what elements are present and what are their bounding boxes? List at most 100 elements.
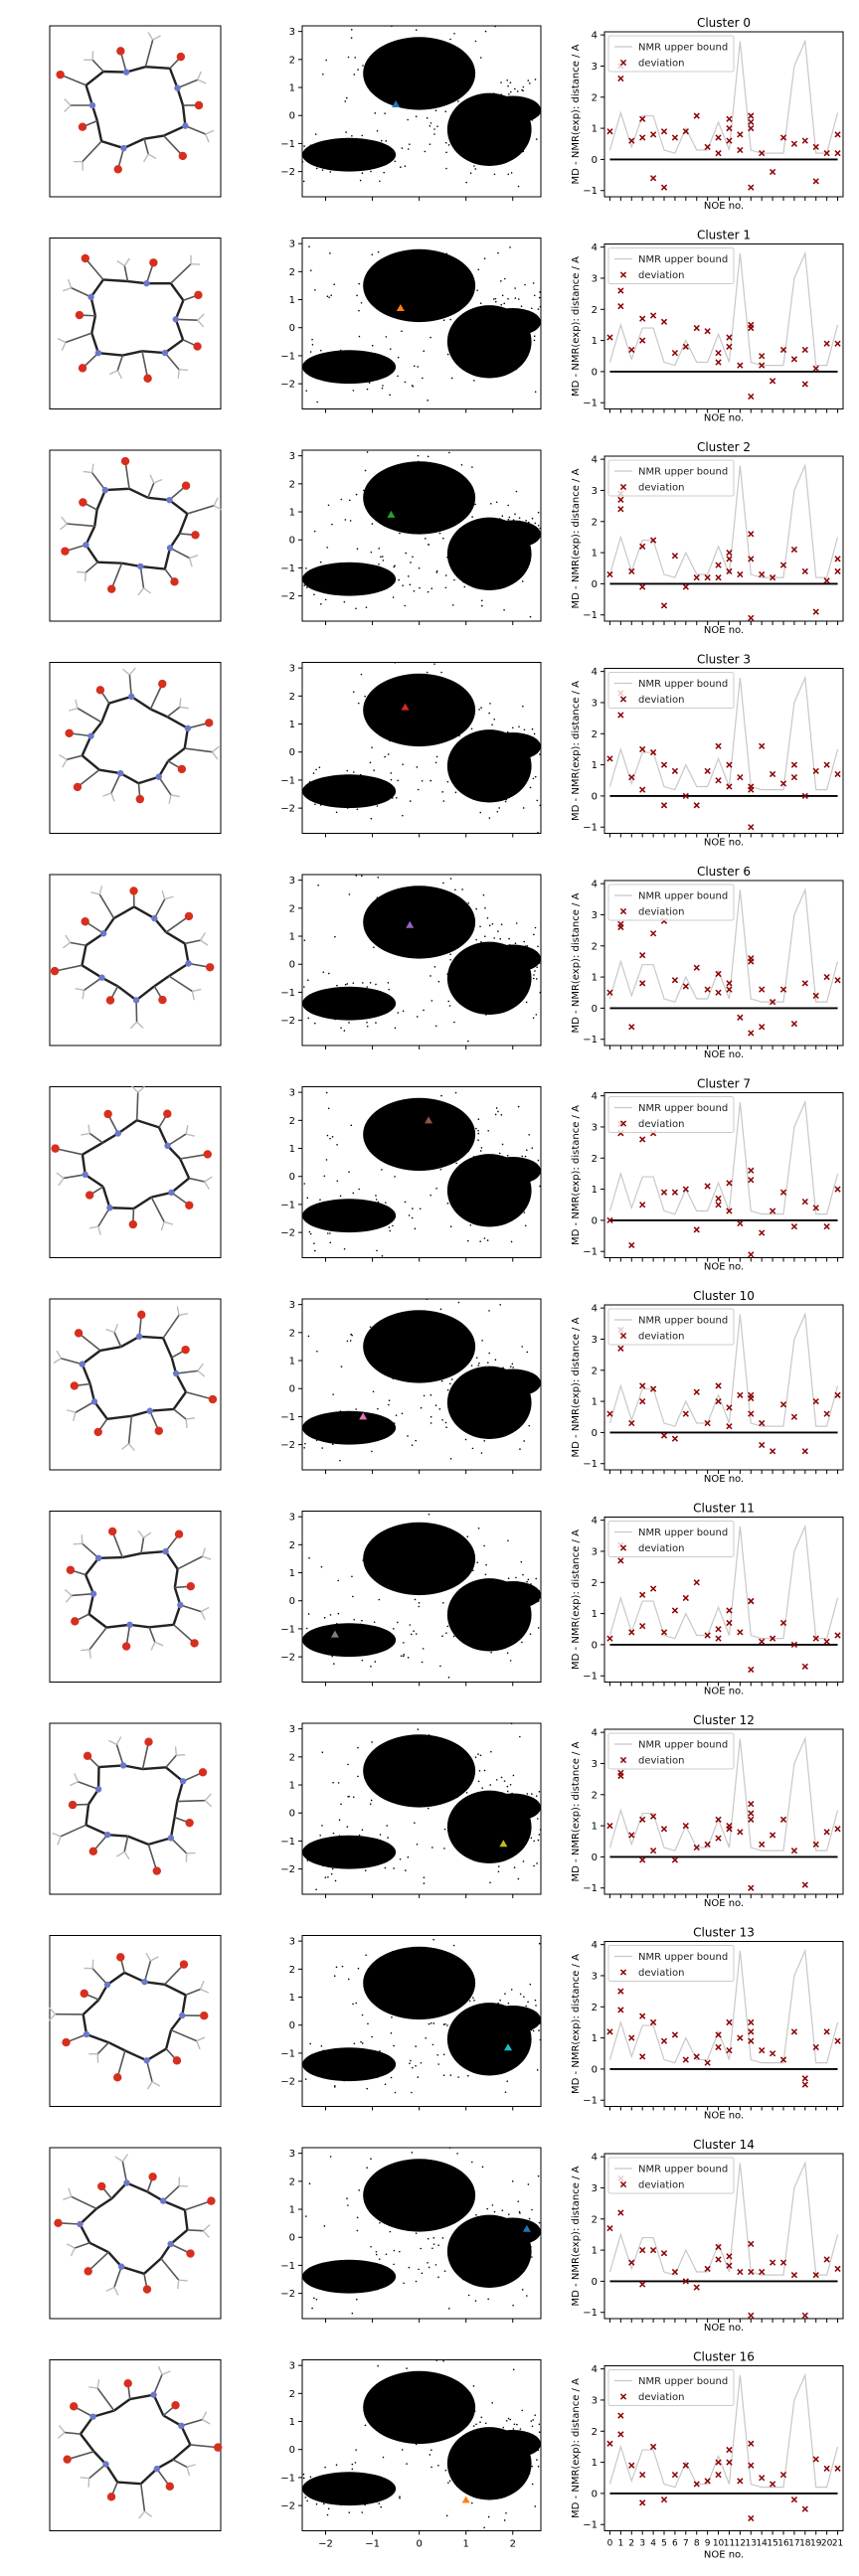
scatter-point bbox=[316, 401, 318, 403]
scatter-point bbox=[328, 1433, 331, 1435]
scatter-point bbox=[428, 292, 430, 295]
deviation-point bbox=[812, 143, 819, 151]
hydrogen-bond bbox=[212, 745, 220, 753]
deviation-point bbox=[726, 1180, 733, 1187]
scatter-point bbox=[533, 335, 536, 338]
scatter-point bbox=[435, 571, 438, 573]
deviation-point bbox=[649, 2246, 657, 2254]
scatter-point bbox=[516, 1626, 519, 1629]
scatter-point bbox=[454, 1091, 457, 1094]
scatter-point bbox=[356, 808, 359, 811]
scatter-point bbox=[459, 303, 462, 306]
scatter-point bbox=[409, 82, 412, 85]
scatter-point bbox=[472, 765, 475, 767]
scatter-point bbox=[407, 950, 410, 952]
scatter-point bbox=[516, 110, 519, 113]
scatter-point bbox=[500, 1587, 503, 1589]
scatter-point bbox=[443, 2270, 446, 2272]
scatter-point bbox=[483, 1847, 485, 1849]
scatter-point bbox=[441, 721, 444, 723]
scatter-point bbox=[373, 1631, 376, 1633]
scatter-point bbox=[489, 1629, 491, 1631]
scatter-point bbox=[533, 732, 536, 735]
scatter-point bbox=[366, 1204, 368, 1206]
scatter-point bbox=[430, 1194, 432, 1197]
scatter-point bbox=[412, 2066, 414, 2069]
scatter-point bbox=[347, 1763, 349, 1766]
scatter-point bbox=[516, 2061, 519, 2064]
scatter-point bbox=[389, 348, 392, 350]
side-chain-bond bbox=[116, 2050, 126, 2078]
scatter-point bbox=[470, 1986, 473, 1989]
scatter-point bbox=[446, 1625, 449, 1628]
hydrogen-bond bbox=[48, 2007, 57, 2015]
scatter-point bbox=[484, 966, 486, 968]
scatter-point bbox=[411, 2152, 414, 2154]
scatter-point bbox=[502, 1367, 504, 1369]
y-tick-label: 2 bbox=[289, 692, 295, 703]
scatter-point bbox=[425, 1149, 428, 1151]
scatter-point bbox=[313, 2297, 315, 2300]
scatter-point bbox=[418, 566, 421, 569]
scatter-point bbox=[329, 171, 332, 173]
scatter-point bbox=[402, 39, 405, 41]
deviation-point bbox=[748, 955, 755, 962]
scatter-point bbox=[497, 768, 500, 771]
bond bbox=[163, 124, 186, 137]
scatter-point bbox=[505, 110, 507, 113]
deviation-point bbox=[715, 989, 722, 996]
x-tick-label: 8 bbox=[694, 2539, 700, 2549]
scatter-point bbox=[317, 576, 320, 578]
scatter-point bbox=[461, 1834, 464, 1836]
scatter-point bbox=[494, 954, 496, 957]
scatter-point bbox=[391, 1127, 394, 1130]
scatter-point bbox=[460, 964, 462, 966]
scatter-point bbox=[335, 2480, 338, 2483]
scatter-point bbox=[415, 115, 418, 118]
deviation-point bbox=[606, 1410, 613, 1417]
scatter-point bbox=[364, 695, 366, 698]
scatter-point bbox=[311, 343, 314, 346]
deviation-point bbox=[726, 549, 733, 557]
deviation-point bbox=[823, 577, 830, 584]
scatter-point bbox=[352, 2265, 355, 2268]
scatter-point bbox=[330, 1872, 333, 1875]
scatter-point bbox=[400, 1655, 403, 1658]
scatter-point bbox=[494, 112, 497, 115]
scatter-point bbox=[359, 2053, 361, 2055]
scatter-point bbox=[419, 1949, 421, 1952]
scatter-frame bbox=[301, 1722, 542, 1895]
deviation-point bbox=[748, 2018, 755, 2026]
nitrogen-atom bbox=[167, 1835, 175, 1842]
scatter-point bbox=[504, 2466, 507, 2468]
scatter-point bbox=[457, 2076, 459, 2078]
scatter-point bbox=[501, 1792, 504, 1794]
scatter-point bbox=[314, 803, 316, 806]
scatter-point bbox=[493, 92, 495, 94]
deviation-point bbox=[737, 2478, 744, 2485]
scatter-point bbox=[445, 1632, 447, 1634]
scatter-point bbox=[446, 353, 449, 356]
scatter-point bbox=[488, 1586, 491, 1589]
density-cloud bbox=[484, 944, 541, 973]
scatter-point bbox=[442, 882, 444, 885]
hydrogen-bond bbox=[204, 1800, 213, 1808]
scatter-point bbox=[394, 2091, 397, 2094]
scatter-point bbox=[451, 125, 454, 128]
scatter-point bbox=[522, 984, 524, 987]
oxygen-atom bbox=[144, 1737, 153, 1746]
scatter-point bbox=[403, 277, 405, 280]
scatter-point bbox=[429, 2454, 431, 2456]
scatter-point bbox=[539, 2022, 541, 2024]
scatter-point bbox=[362, 1642, 364, 1645]
deviation-point bbox=[715, 742, 722, 749]
legend-entry-upper-bound: NMR upper bound bbox=[638, 1740, 728, 1751]
deviation-point bbox=[693, 802, 700, 809]
scatter-point bbox=[339, 349, 342, 352]
x-axis-label: NOE no. bbox=[704, 1049, 744, 1060]
hydrogen-bond bbox=[123, 1851, 130, 1860]
scatter-point bbox=[506, 1790, 509, 1793]
nitrogen-atom bbox=[127, 693, 135, 701]
deviation-point bbox=[812, 2272, 819, 2279]
